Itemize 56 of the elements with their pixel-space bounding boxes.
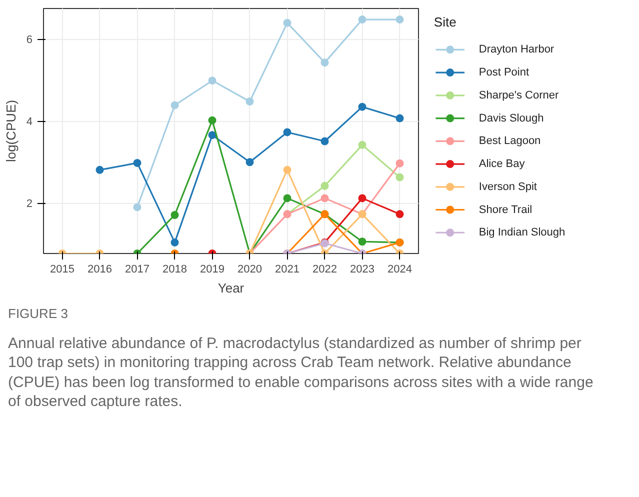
- legend-label: Alice Bay: [478, 158, 526, 170]
- legend-label: Big Indian Slough: [478, 226, 566, 239]
- point: [170, 210, 179, 219]
- point: [396, 210, 404, 218]
- legend-label: Drayton Harbor: [478, 44, 554, 56]
- point: [283, 166, 292, 174]
- point: [358, 16, 366, 24]
- point: [170, 101, 179, 110]
- text: Annual relative abundance of P. macrodactylus (standardized as number of shrimp per 100 trap sets) in monitoring trapping across Crab Team network. Relative abundance (CPUE) has been log transformed to enable comparisons across sites with a wide range of observed capture rates.: [8, 334, 594, 412]
- point: [133, 158, 142, 167]
- point: [320, 194, 329, 202]
- legend-label: Post Point: [478, 66, 530, 79]
- legend-title: Site: [434, 14, 456, 30]
- x-tick-label: 2017: [125, 264, 150, 276]
- point: [208, 116, 216, 124]
- x-tick-label: 2022: [312, 264, 337, 276]
- legend-label: Sharpe's Corner: [478, 89, 559, 102]
- x-axis-title: Year: [218, 280, 245, 296]
- x-tick-label: 2021: [275, 264, 300, 276]
- x-tick-label: 2016: [88, 264, 112, 276]
- y-tick-label: 4: [26, 116, 33, 128]
- point: [396, 16, 404, 24]
- point: [358, 238, 366, 246]
- point: [358, 102, 366, 111]
- legend-label: Best Lagoon: [478, 135, 541, 148]
- x-tick-label: 2018: [162, 264, 187, 276]
- caption: FIGURE 3: [8, 305, 68, 323]
- point: [96, 166, 104, 174]
- x-tick-label: 2020: [238, 264, 262, 276]
- point: [358, 194, 366, 202]
- y-tick-label: 6: [26, 34, 33, 46]
- legend-label: Davis Slough: [478, 112, 544, 124]
- point: [396, 159, 404, 168]
- x-tick-label: 2023: [350, 264, 374, 276]
- point: [283, 194, 292, 202]
- point: [396, 173, 404, 182]
- point: [320, 58, 329, 67]
- x-tick-label: 2019: [200, 264, 224, 276]
- legend-label: Iverson Spit: [478, 180, 537, 193]
- point: [246, 98, 254, 106]
- point: [358, 140, 366, 149]
- x-tick-label: 2024: [388, 264, 412, 276]
- point: [133, 203, 142, 212]
- point: [170, 238, 179, 246]
- point: [283, 128, 292, 136]
- y-axis-title: log(CPUE): [3, 100, 18, 162]
- point: [208, 131, 216, 140]
- point: [396, 114, 404, 122]
- point: [208, 76, 216, 85]
- point: [246, 158, 254, 166]
- point: [320, 182, 329, 190]
- legend-label: Shore Trail: [478, 204, 532, 216]
- point: [320, 137, 329, 146]
- point: [283, 18, 292, 27]
- y-tick-label: 2: [26, 198, 33, 210]
- x-tick-label: 2015: [50, 264, 74, 276]
